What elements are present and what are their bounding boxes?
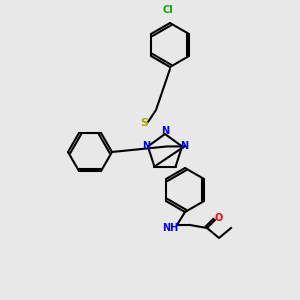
Text: NH: NH xyxy=(162,223,178,233)
Text: Cl: Cl xyxy=(163,5,173,15)
Text: N: N xyxy=(161,126,169,136)
Text: O: O xyxy=(215,213,223,223)
Text: N: N xyxy=(180,141,188,152)
Text: N: N xyxy=(142,141,150,152)
Text: S: S xyxy=(140,118,148,128)
